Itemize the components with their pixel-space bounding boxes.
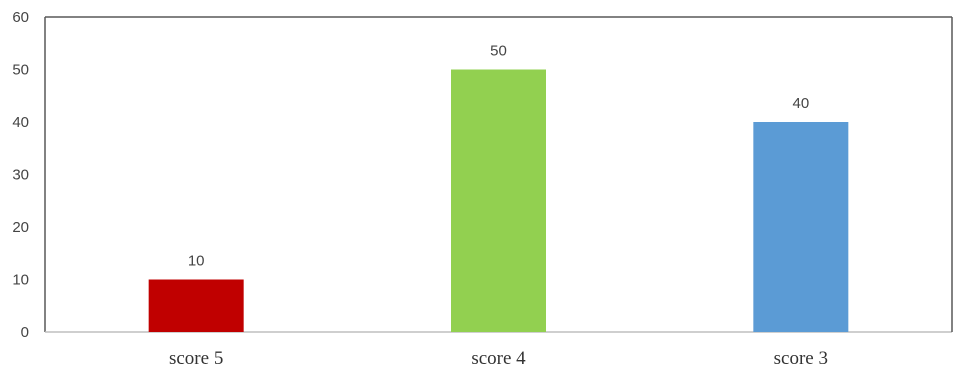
- y-tick-label: 20: [12, 219, 29, 236]
- data-labels: 10 50 40: [188, 43, 809, 270]
- x-tick-label: score 3: [774, 348, 828, 369]
- y-tick-label: 10: [12, 272, 29, 289]
- y-tick-label: 40: [12, 114, 29, 131]
- data-label: 40: [792, 95, 809, 112]
- bar-score-3: [753, 122, 849, 332]
- bars: [148, 69, 849, 332]
- y-tick-label: 50: [12, 62, 29, 79]
- bar-score-5: [148, 279, 244, 332]
- x-tick-label: score 4: [471, 348, 526, 369]
- y-tick-label: 60: [12, 9, 29, 26]
- data-label: 10: [188, 253, 205, 270]
- bar-score-4: [451, 69, 546, 332]
- y-tick-label: 0: [21, 324, 29, 341]
- data-label: 50: [490, 43, 507, 60]
- y-tick-label: 30: [12, 167, 29, 184]
- y-tick-labels: 0 10 20 30 40 50 60: [12, 9, 29, 341]
- x-tick-labels: score 5 score 4 score 3: [169, 348, 828, 369]
- x-tick-label: score 5: [169, 348, 223, 369]
